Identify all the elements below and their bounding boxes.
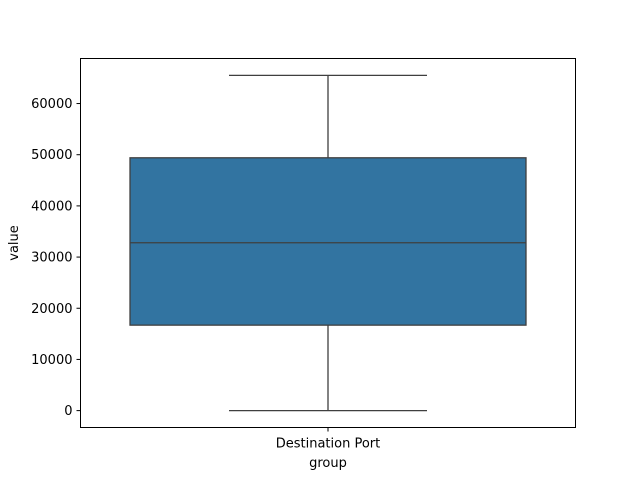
x-axis-label: group	[309, 456, 347, 471]
y-axis-ticks: 0 10000 20000 30000 40000 50000 60000	[31, 97, 81, 419]
y-tick-label: 60000	[31, 97, 72, 112]
y-tick-label: 0	[64, 404, 72, 419]
x-tick-label: Destination Port	[276, 437, 381, 452]
y-tick-label: 40000	[31, 199, 72, 214]
y-axis-label: value	[7, 225, 22, 261]
x-axis-ticks: Destination Port	[276, 427, 381, 452]
box-iqr	[129, 157, 527, 326]
y-tick-label: 50000	[31, 148, 72, 163]
y-tick-label: 30000	[31, 251, 72, 266]
y-tick-label: 20000	[31, 302, 72, 317]
boxes-layer	[129, 74, 527, 412]
y-tick-label: 10000	[31, 353, 72, 368]
